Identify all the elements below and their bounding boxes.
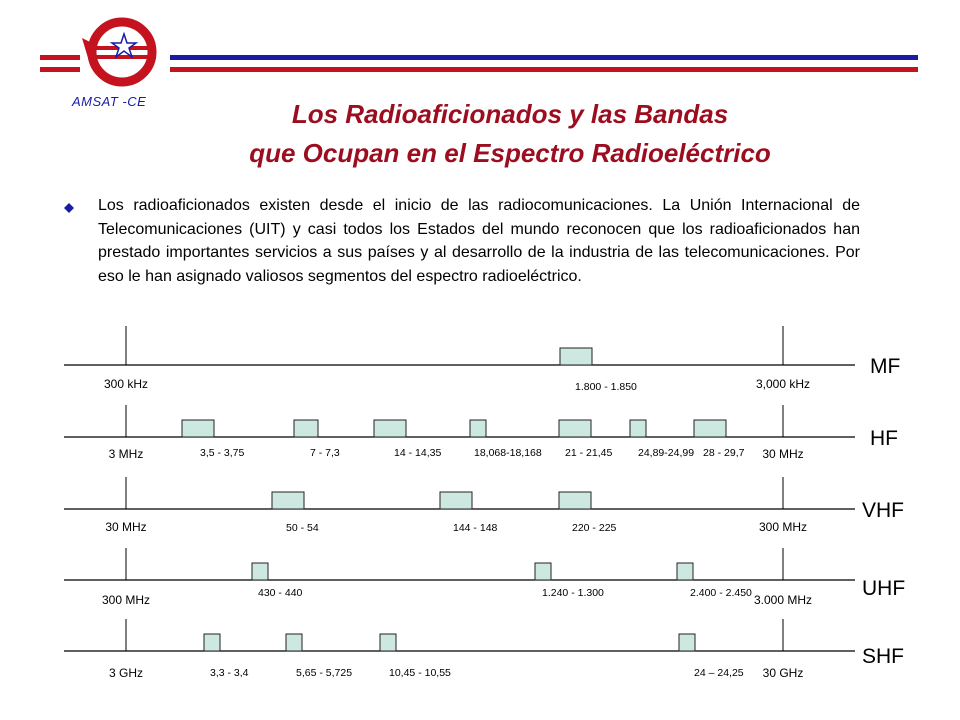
mf-band-name: MF [870, 355, 900, 378]
hf-start-label: 3 MHz [109, 447, 144, 461]
shf-end-label: 30 GHz [763, 666, 804, 680]
hf-segment-label-5: 21 - 21,45 [565, 447, 612, 459]
hf-segment-label-6: 24,89-24,99 [638, 447, 694, 459]
uhf-segment-1 [251, 562, 269, 581]
uhf-segment-2 [534, 562, 552, 581]
hf-segment-label-2: 7 - 7,3 [310, 447, 340, 459]
hf-segment-2 [293, 419, 319, 438]
header-stripe-red [40, 55, 80, 60]
hf-segment-1 [181, 419, 215, 438]
shf-start-label: 3 GHz [109, 666, 143, 680]
mf-start-label: 300 kHz [104, 377, 148, 391]
header-stripe-red-right [170, 67, 918, 72]
bullet-icon [64, 203, 74, 213]
shf-segment-label-4: 24 – 24,25 [694, 667, 744, 679]
hf-band-name: HF [870, 427, 898, 450]
shf-segment-4 [678, 633, 696, 652]
uhf-segment-label-3: 2.400 - 2.450 [690, 587, 752, 599]
vhf-band-name: VHF [862, 499, 904, 522]
vhf-start-label: 30 MHz [105, 520, 146, 534]
shf-segment-label-3: 10,45 - 10,55 [389, 667, 451, 679]
mf-segment-label-1: 1.800 - 1.850 [575, 381, 637, 393]
hf-segment-label-3: 14 - 14,35 [394, 447, 441, 459]
amsat-logo [74, 14, 166, 94]
uhf-band-name: UHF [862, 577, 905, 600]
hf-segment-label-7: 28 - 29,7 [703, 447, 745, 459]
page-title-line-1: Los Radioaficionados y las Bandas [291, 99, 729, 129]
intro-paragraph: Los radioaficionados existen desde el in… [98, 197, 860, 285]
vhf-segment-3 [558, 491, 592, 510]
hf-segment-7 [693, 419, 727, 438]
uhf-segment-3 [676, 562, 694, 581]
shf-band-name: SHF [862, 645, 904, 668]
header-stripe-blue [170, 55, 918, 60]
hf-segment-label-4: 18,068-18,168 [474, 447, 542, 459]
uhf-start-label: 300 MHz [102, 593, 150, 607]
uhf-segment-label-1: 430 - 440 [258, 587, 303, 599]
vhf-end-label: 300 MHz [759, 520, 807, 534]
vhf-segment-2 [439, 491, 473, 510]
mf-end-label: 3,000 kHz [756, 377, 810, 391]
shf-segment-3 [379, 633, 397, 652]
mf-segment-1 [559, 347, 593, 366]
shf-segment-2 [285, 633, 303, 652]
hf-segment-6 [629, 419, 647, 438]
hf-end-label: 30 MHz [762, 447, 803, 461]
uhf-end-label: 3.000 MHz [754, 593, 812, 607]
hf-segment-4 [469, 419, 487, 438]
vhf-segment-label-1: 50 - 54 [286, 522, 319, 534]
shf-segment-1 [203, 633, 221, 652]
vhf-segment-1 [271, 491, 305, 510]
vhf-segment-label-3: 220 - 225 [572, 522, 617, 534]
uhf-segment-label-2: 1.240 - 1.300 [542, 587, 604, 599]
hf-segment-5 [558, 419, 592, 438]
shf-segment-label-1: 3,3 - 3,4 [210, 667, 249, 679]
hf-segment-3 [373, 419, 407, 438]
amsat-emblem-icon [82, 17, 157, 87]
hf-segment-label-1: 3,5 - 3,75 [200, 447, 245, 459]
logo-text: AMSAT -CE [72, 94, 147, 109]
shf-segment-label-2: 5,65 - 5,725 [296, 667, 352, 679]
page-title-line-2: que Ocupan en el Espectro Radioeléctrico [249, 138, 771, 168]
vhf-segment-label-2: 144 - 148 [453, 522, 498, 534]
header-stripe-red-lower [40, 67, 80, 72]
